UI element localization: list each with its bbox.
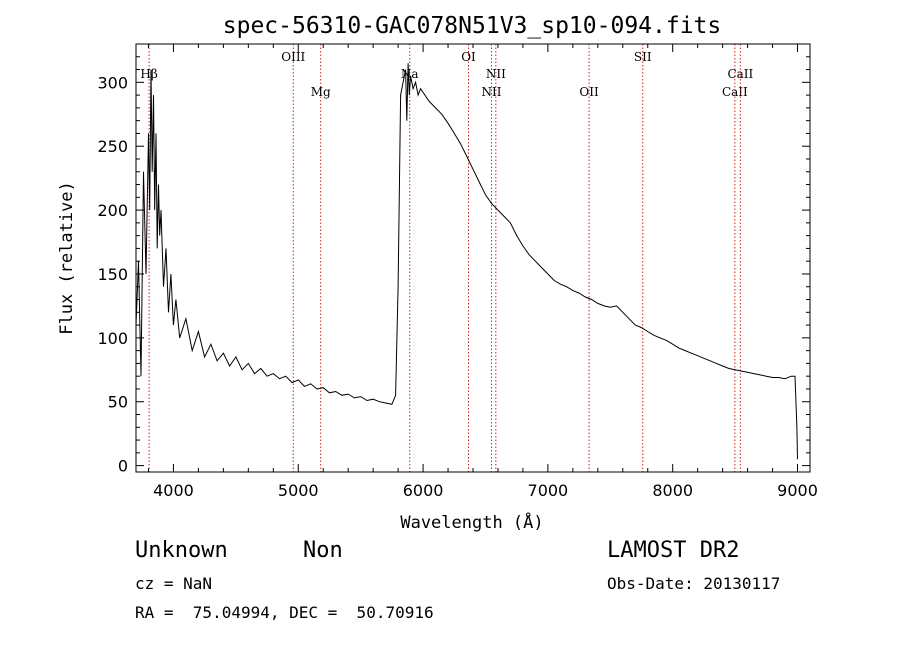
- emission-line-label: Hβ: [140, 67, 157, 81]
- y-tick-label: 250: [97, 137, 128, 156]
- y-axis-label: Flux (relative): [57, 181, 77, 335]
- object-subclass: Non: [303, 538, 343, 563]
- plot-frame: [135, 43, 811, 473]
- emission-line-label: NII: [486, 67, 506, 81]
- y-tick-label: 50: [108, 393, 128, 412]
- x-tick-label: 4000: [153, 481, 194, 500]
- emission-line-label: NII: [481, 85, 501, 99]
- series-spectrum-line: [135, 63, 798, 460]
- emission-line-label: SII: [634, 50, 652, 64]
- x-tick-label: 7000: [528, 481, 569, 500]
- x-tick-label: 9000: [777, 481, 818, 500]
- y-axis-ticks: 0 50 100 150 200 250 300: [97, 56, 810, 476]
- x-axis-label: Wavelength (Å): [400, 511, 543, 533]
- emission-line-label: OI: [461, 50, 476, 64]
- emission-line-label: Mg: [311, 85, 331, 99]
- x-tick-label: 5000: [278, 481, 319, 500]
- x-tick-label: 6000: [403, 481, 444, 500]
- emission-line-label: CaII: [722, 85, 748, 99]
- redshift-cz: cz = NaN: [135, 574, 213, 593]
- y-tick-label: 100: [97, 329, 128, 348]
- emission-line-label: CaII: [727, 67, 753, 81]
- emission-line-label: OIII: [281, 50, 305, 64]
- y-tick-label: 150: [97, 265, 128, 284]
- y-tick-label: 0: [118, 457, 128, 476]
- survey-name: LAMOST DR2: [607, 538, 740, 563]
- object-class: Unknown: [135, 538, 228, 563]
- x-tick-label: 8000: [652, 481, 693, 500]
- x-axis-ticks: 4000 5000 6000 7000 8000 9000: [147, 44, 818, 500]
- chart-title: spec-56310-GAC078N51V3_sp10-094.fits: [223, 13, 722, 39]
- y-tick-label: 300: [97, 73, 128, 92]
- y-tick-label: 200: [97, 201, 128, 220]
- observation-date: Obs-Date: 20130117: [607, 574, 781, 593]
- ra-dec-coordinates: RA = 75.04994, DEC = 50.70916: [135, 603, 434, 622]
- emission-line-label: OII: [579, 85, 599, 99]
